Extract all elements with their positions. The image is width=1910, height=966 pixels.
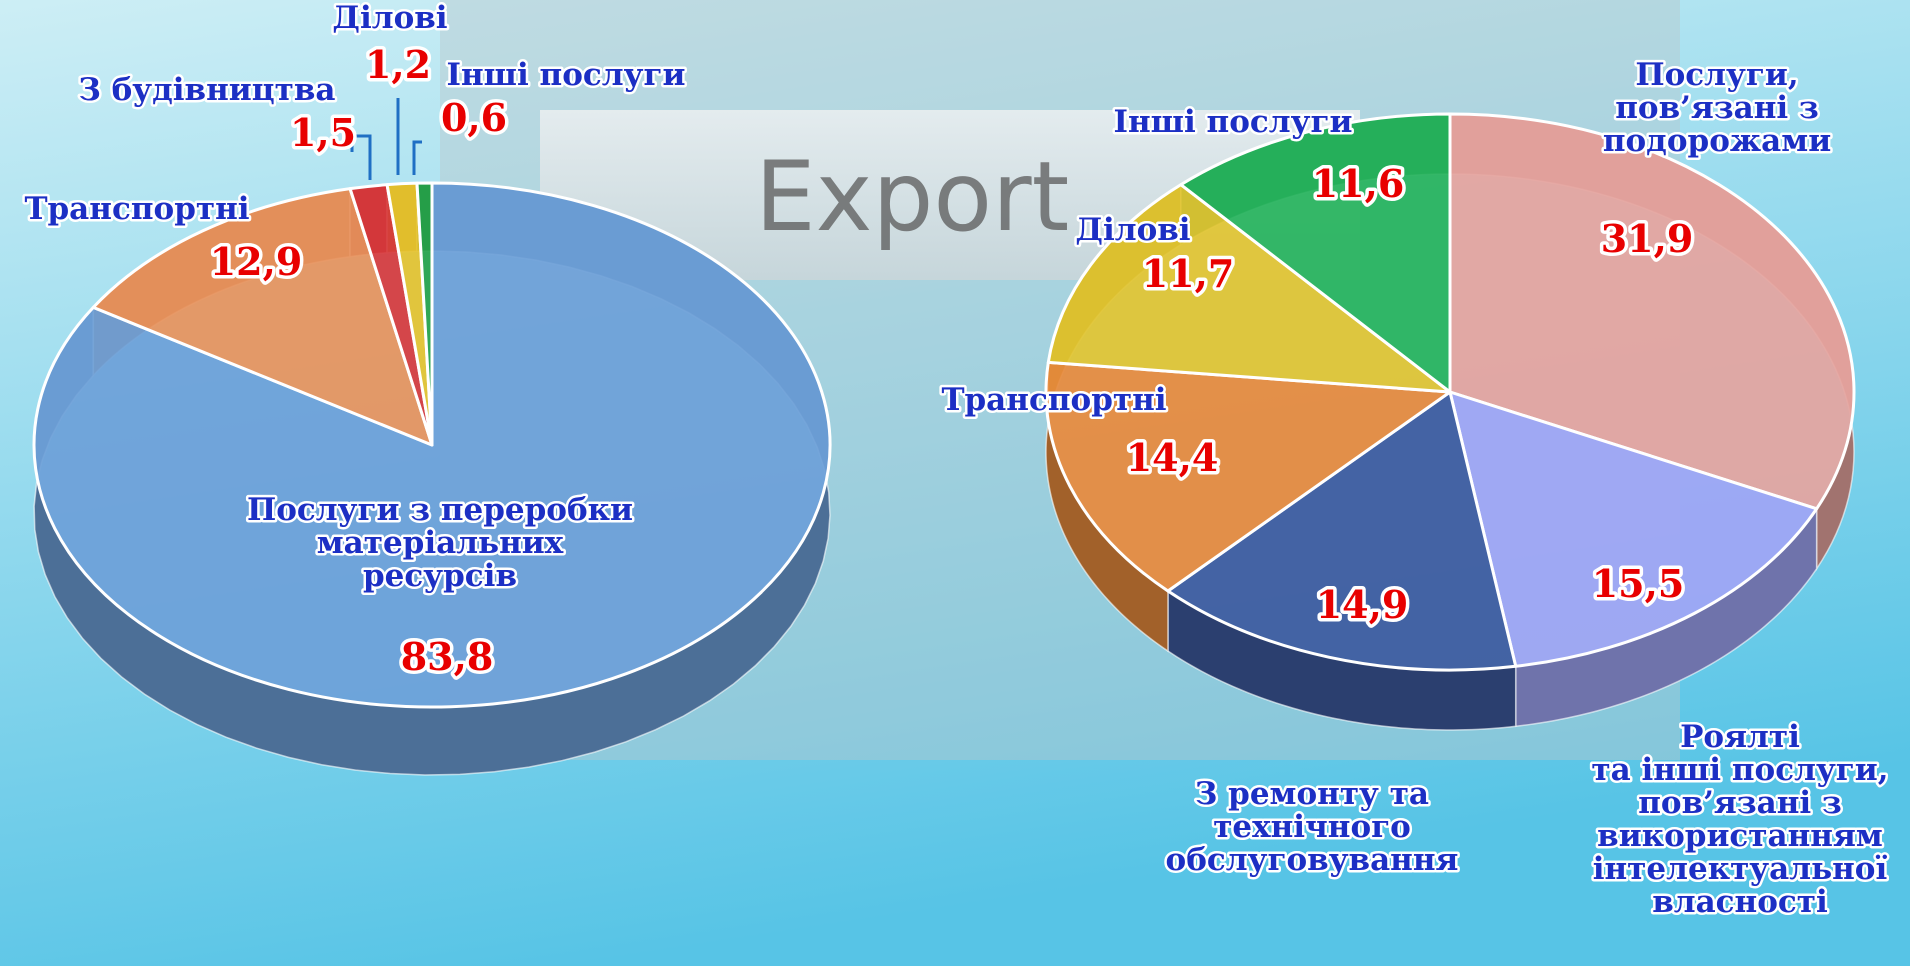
background-text: Export [755, 141, 1069, 253]
value-label: 11,6 [1312, 161, 1405, 206]
category-label: Інші послуги [446, 57, 685, 93]
value-label: 11,7 [1142, 251, 1235, 296]
category-label: З будівництва [78, 72, 335, 108]
value-label: 0,6 [441, 95, 507, 140]
category-label: Транспортні [24, 191, 249, 227]
value-label: 31,9 [1601, 216, 1694, 261]
value-label: 12,9 [210, 239, 303, 284]
category-label: Ділові [332, 0, 447, 36]
category-label: Транспортні [941, 382, 1166, 418]
value-label: 14,4 [1126, 435, 1219, 480]
value-label: 1,5 [290, 110, 356, 155]
value-label: 1,2 [365, 42, 431, 87]
chart-page: Export Послуги з переробкиматеріальнихре… [0, 0, 1910, 966]
category-label: Ділові [1075, 212, 1190, 248]
category-label: Інші послуги [1113, 104, 1352, 140]
value-label: 83,8 [401, 634, 494, 679]
value-label: 15,5 [1592, 561, 1685, 606]
value-label: 14,9 [1316, 582, 1409, 627]
